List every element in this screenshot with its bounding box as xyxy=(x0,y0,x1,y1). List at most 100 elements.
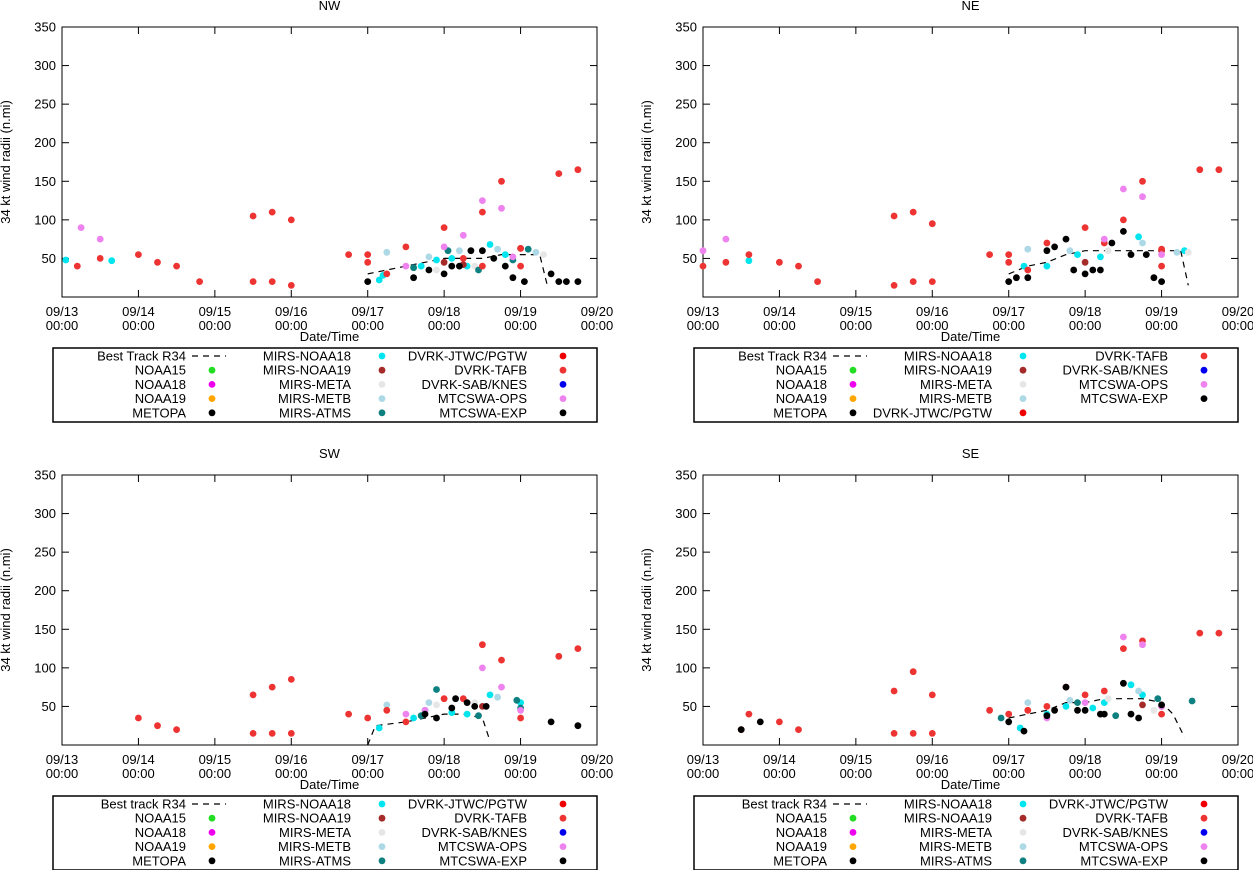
data-point xyxy=(498,656,505,664)
series-mtcswa-ops xyxy=(77,197,517,270)
data-point xyxy=(532,248,540,256)
x-tick-label: 09/13 xyxy=(687,304,720,319)
data-point xyxy=(756,718,764,726)
x-tick-label: 00:00 xyxy=(504,766,537,781)
data-point xyxy=(1112,712,1120,720)
data-point xyxy=(1154,695,1162,703)
legend-marker xyxy=(1019,381,1027,388)
data-point xyxy=(249,691,257,699)
legend-marker xyxy=(1019,814,1027,822)
legend-marker xyxy=(1019,843,1027,850)
data-point xyxy=(1104,695,1112,703)
x-tick-label: 00:00 xyxy=(1222,318,1253,333)
legend-label: NOAA15 xyxy=(776,811,827,826)
data-point xyxy=(1142,251,1150,258)
data-point xyxy=(421,710,429,718)
data-point xyxy=(486,241,494,248)
legend-marker xyxy=(1019,409,1027,417)
data-point xyxy=(1100,687,1108,695)
plot-frame xyxy=(702,26,1239,298)
legend-marker xyxy=(208,857,216,865)
legend-label: MIRS-META xyxy=(279,377,351,392)
legend-label: MIRS-ATMS xyxy=(279,853,351,868)
legend-marker xyxy=(1200,814,1208,822)
data-point xyxy=(1024,245,1032,253)
data-point xyxy=(479,262,486,270)
y-tick-label: 50 xyxy=(42,699,56,714)
data-point xyxy=(1043,247,1051,255)
legend-label: NOAA15 xyxy=(776,363,827,378)
data-point xyxy=(776,718,783,726)
data-point xyxy=(459,255,467,262)
legend-marker xyxy=(1019,352,1027,360)
legend-marker xyxy=(559,857,567,865)
legend-label: MIRS-NOAA19 xyxy=(263,363,351,378)
data-point xyxy=(173,726,181,733)
data-point xyxy=(440,243,448,251)
x-tick-label: 09/14 xyxy=(763,752,796,767)
y-tick-label: 250 xyxy=(34,545,56,560)
series-mirs-meta xyxy=(1104,247,1192,256)
legend-marker xyxy=(849,829,857,836)
data-point xyxy=(1051,706,1058,714)
series-mirs-atms xyxy=(417,686,524,720)
data-point xyxy=(928,691,936,699)
x-tick-label: 09/20 xyxy=(581,304,614,319)
data-point xyxy=(909,278,917,285)
x-axis-label: Date/Time xyxy=(941,329,1000,344)
legend-label: NOAA19 xyxy=(776,839,827,854)
data-point xyxy=(795,262,802,270)
y-tick-label: 300 xyxy=(34,506,56,521)
legend-label: MIRS-NOAA19 xyxy=(904,363,992,378)
legend-label: MIRS-METB xyxy=(278,391,351,406)
x-tick-label: 09/15 xyxy=(840,752,873,767)
legend-label: MIRS-META xyxy=(279,825,351,840)
y-axis-label: 34 kt wind radii (n.mi) xyxy=(0,548,13,672)
data-point xyxy=(1158,262,1165,270)
data-point xyxy=(383,701,391,709)
data-point xyxy=(555,170,563,178)
series-mirs-noaa18 xyxy=(375,691,524,732)
legend-marker xyxy=(378,814,386,822)
data-point xyxy=(1158,278,1165,285)
x-tick-label: 00:00 xyxy=(199,766,232,781)
data-point xyxy=(737,726,745,733)
data-point xyxy=(1070,266,1078,274)
chart-title: SE xyxy=(962,446,980,461)
series-mirs-metb xyxy=(383,693,501,709)
data-point xyxy=(1150,706,1158,714)
x-tick-label: 00:00 xyxy=(1222,766,1253,781)
data-point xyxy=(890,282,898,289)
legend-marker xyxy=(849,409,857,417)
legend-marker xyxy=(849,843,857,850)
data-point xyxy=(517,262,524,270)
data-point xyxy=(1005,718,1013,726)
data-point xyxy=(440,270,448,278)
data-point xyxy=(1120,216,1127,224)
data-point xyxy=(73,262,81,270)
y-tick-label: 300 xyxy=(34,58,56,73)
data-point xyxy=(1081,270,1089,278)
legend-label: METOPA xyxy=(132,853,186,868)
data-point xyxy=(467,247,475,255)
data-point xyxy=(1150,274,1158,282)
legend-marker xyxy=(1019,829,1027,836)
x-tick-label: 09/20 xyxy=(581,752,614,767)
data-point xyxy=(494,245,501,253)
data-point xyxy=(1158,251,1165,258)
legend-box xyxy=(52,347,598,423)
data-point xyxy=(364,714,372,722)
legend-marker xyxy=(559,352,567,360)
legend-marker xyxy=(1019,800,1027,808)
legend-label: DVRK-SAB/KNES xyxy=(1063,363,1169,378)
plot-frame xyxy=(61,474,598,746)
series-mtcswa-exp xyxy=(421,695,582,730)
data-point xyxy=(1066,696,1074,704)
x-tick-label: 09/18 xyxy=(428,304,461,319)
x-tick-label: 09/19 xyxy=(1145,304,1178,319)
legend-label: NOAA18 xyxy=(135,825,186,840)
y-tick-label: 250 xyxy=(675,97,697,112)
x-tick-label: 09/18 xyxy=(1069,304,1102,319)
data-point xyxy=(1215,166,1223,174)
data-point xyxy=(1120,228,1127,235)
